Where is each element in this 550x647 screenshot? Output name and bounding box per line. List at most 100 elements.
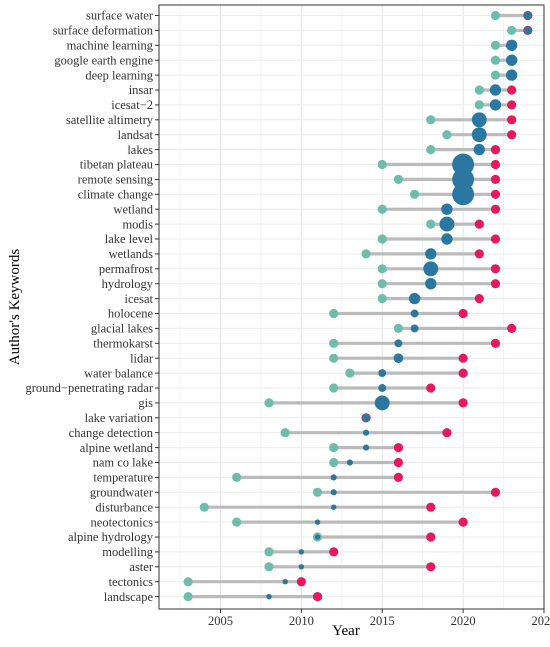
peak-year-point [266, 593, 272, 600]
y-tick-label: surface deformation [53, 24, 154, 38]
y-tick-label: water balance [84, 366, 154, 380]
x-tick-label: 2025 [532, 614, 550, 628]
y-tick-label: google earth engine [54, 53, 153, 67]
peak-year-point [471, 127, 487, 143]
start-year-point [361, 249, 371, 259]
start-year-point [329, 383, 339, 393]
start-year-point [264, 562, 274, 572]
start-year-point [377, 264, 387, 274]
y-tick-label: icesat [125, 292, 154, 306]
y-tick-label: modelling [102, 545, 153, 559]
y-tick-label: lakes [127, 143, 153, 157]
end-year-point [507, 115, 517, 125]
start-year-point [393, 323, 404, 333]
y-tick-label: hydrology [102, 277, 154, 291]
y-tick-label: temperature [93, 471, 153, 485]
y-tick-label: satellite altimetry [66, 113, 154, 127]
start-year-point [426, 219, 436, 229]
start-year-point [490, 55, 501, 65]
peak-year-point [425, 248, 437, 260]
end-year-point [329, 547, 339, 557]
end-year-point [507, 100, 517, 110]
y-tick-label: gis [138, 396, 153, 410]
peak-year-point [378, 384, 387, 392]
peak-year-point [330, 504, 337, 510]
start-year-point [377, 234, 387, 244]
start-year-point [474, 85, 484, 95]
start-year-point [442, 130, 452, 140]
peak-year-point [523, 11, 532, 20]
end-year-point [458, 517, 468, 527]
end-year-point [474, 249, 484, 259]
grid [159, 5, 545, 609]
y-tick-label: lidar [130, 351, 154, 365]
y-tick-label: aster [129, 560, 153, 574]
y-tick-label: climate change [78, 188, 154, 202]
y-tick-label: landscape [104, 590, 154, 604]
end-year-point [507, 323, 517, 333]
peak-year-point [362, 444, 370, 451]
y-tick-label: modis [122, 217, 153, 231]
start-year-point [377, 159, 387, 170]
start-year-point [490, 10, 501, 21]
peak-year-point [441, 233, 453, 245]
peak-year-point [441, 203, 453, 215]
start-year-point [377, 279, 387, 289]
end-year-point [458, 353, 468, 363]
end-year-point [296, 577, 306, 587]
start-year-point [426, 115, 436, 125]
start-year-point [507, 25, 517, 35]
x-tick-label: 2020 [451, 614, 476, 628]
y-tick-label: tibetan plateau [80, 158, 154, 172]
peak-year-point [523, 26, 532, 35]
y-tick-label: deep learning [85, 68, 153, 82]
y-tick-label: permafrost [99, 262, 154, 276]
y-tick-label: landsat [118, 128, 154, 142]
start-year-point [329, 338, 339, 348]
y-tick-label: remote sensing [78, 173, 154, 187]
end-year-point [458, 368, 468, 378]
y-tick-label: holocene [108, 307, 154, 321]
end-year-point [393, 443, 404, 453]
end-year-point [312, 592, 323, 602]
start-year-point [377, 204, 387, 214]
end-year-point [426, 562, 436, 572]
start-year-point [232, 517, 242, 527]
y-tick-label: icesat−2 [111, 98, 153, 112]
start-year-point [280, 428, 290, 438]
peak-year-point [489, 99, 502, 111]
start-year-point [377, 294, 387, 304]
end-year-point [393, 457, 404, 468]
dots [183, 10, 533, 602]
y-tick-label: change detection [69, 426, 154, 440]
y-tick-label: glacial lakes [91, 322, 153, 336]
end-year-point [490, 338, 501, 348]
start-year-point [329, 443, 339, 453]
end-year-point [507, 85, 517, 95]
start-year-point [264, 398, 274, 408]
start-year-point [329, 457, 339, 468]
peak-year-point [439, 216, 455, 232]
end-year-point [490, 234, 501, 244]
peak-year-point [330, 489, 337, 496]
peak-year-point [362, 413, 371, 422]
end-year-point [458, 398, 468, 408]
end-year-point [474, 219, 484, 229]
end-year-point [474, 294, 484, 304]
end-year-point [490, 174, 501, 184]
y-tick-label: wetland [113, 202, 153, 216]
peak-year-point [505, 39, 518, 51]
peak-year-point [346, 459, 353, 466]
y-tick-label: nam co lake [93, 456, 154, 470]
peak-year-point [473, 143, 485, 156]
end-year-point [426, 532, 436, 542]
y-tick-label: tectonics [109, 575, 154, 589]
end-year-point [490, 487, 501, 497]
end-year-point [490, 264, 501, 274]
peak-year-point [330, 474, 337, 481]
start-year-point [329, 308, 339, 319]
x-tick-label: 2005 [208, 614, 233, 628]
peak-year-point [408, 292, 421, 305]
peak-year-point [505, 69, 518, 81]
end-year-point [426, 383, 436, 393]
